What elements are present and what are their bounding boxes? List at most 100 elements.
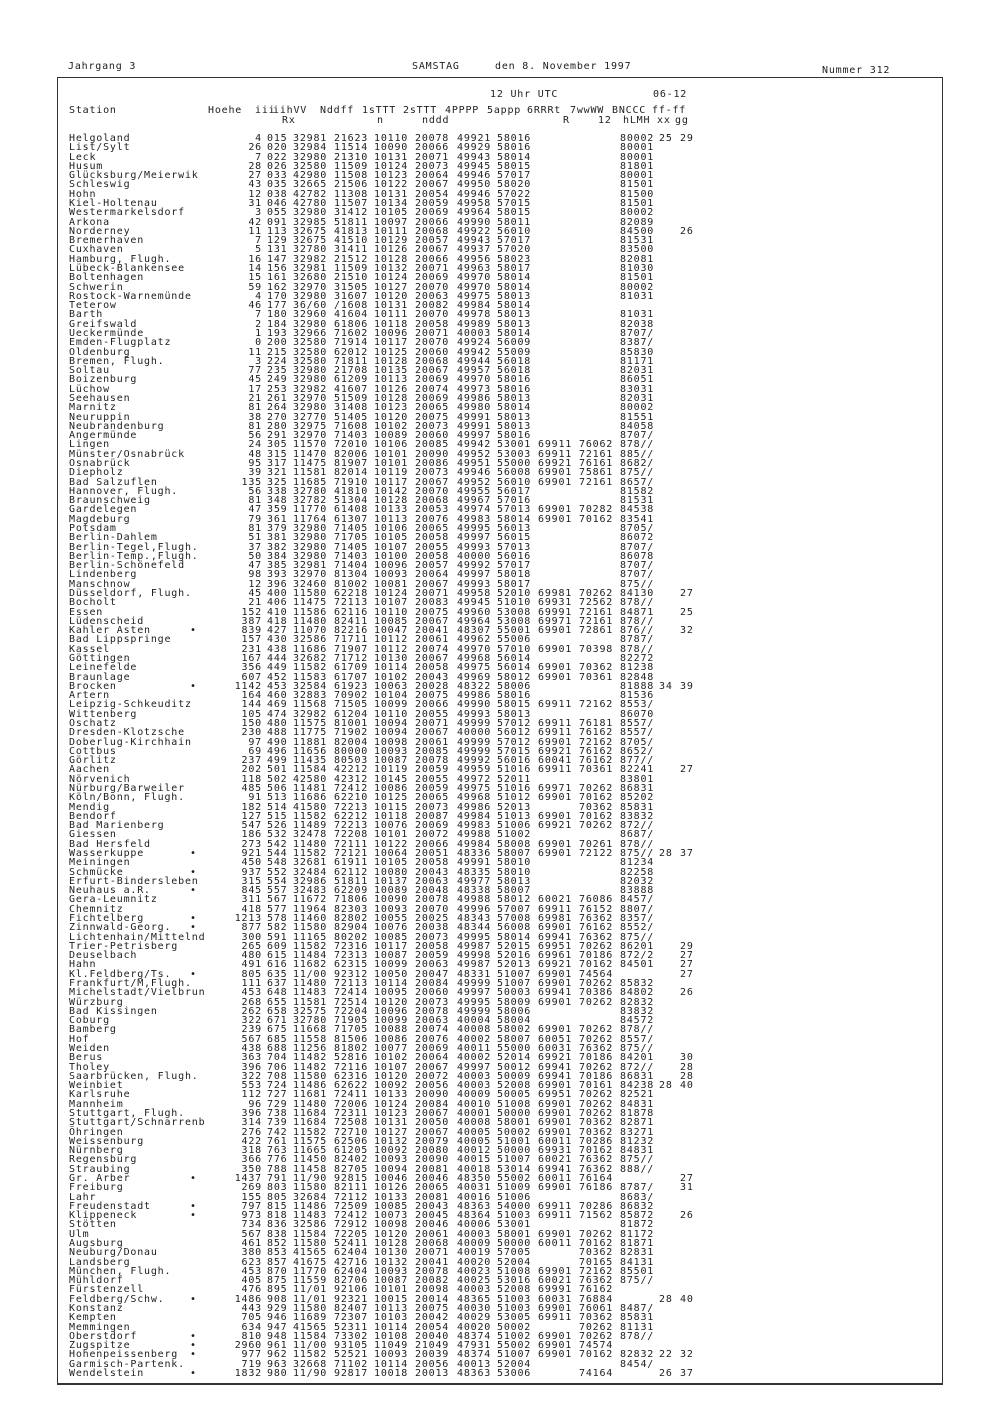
cell-station-name: Essen	[69, 606, 104, 618]
cell-iii: 224	[267, 355, 288, 367]
table-row: Weiden 438 688 11256 81802 10077 20069 40011 550…	[0, 1043, 1000, 1055]
cell-7wwww: 76162	[579, 1284, 614, 1296]
cell-station-name: Hohn	[69, 188, 97, 200]
cell-1sttt: 10119	[374, 467, 409, 479]
cell-iihvv: 11684	[293, 1117, 328, 1129]
cell-2sttt: 20065	[415, 402, 450, 414]
table-row: Bendorf 127 515 11582 62212 10118 20087 49984 51…	[0, 811, 1000, 821]
cell-1sttt: 10106	[374, 439, 409, 451]
table-row: Wendelstein • 1832 980 11/90 92817 10018 20013 4…	[0, 1368, 1000, 1378]
cell-5appp: 51007	[497, 1349, 532, 1361]
cell-iihvv: 32684	[293, 1191, 328, 1203]
cell-2sttt: 20069	[415, 1043, 450, 1055]
cell-station-name: Giessen	[69, 829, 117, 841]
cell-1sttt: 10015	[374, 1293, 409, 1305]
cell-8nccc: 84831	[620, 1145, 655, 1157]
cell-4pppp: 49999	[457, 736, 492, 748]
cell-hoehe: 21	[248, 597, 262, 609]
cell-1sttt: 10120	[374, 1228, 409, 1240]
cell-ff-gg: 25	[680, 606, 694, 618]
cell-5appp: 56014	[497, 662, 532, 674]
cell-2sttt: 20067	[415, 1126, 450, 1138]
cell-5appp: 58016	[497, 374, 532, 386]
cell-iii: 015	[267, 133, 288, 144]
cell-station-name: Berlin-Tegel,Flugh.	[69, 541, 199, 553]
cell-nddff: 11508	[334, 170, 369, 182]
cell-iii: 147	[267, 253, 288, 265]
cell-hoehe: 396	[241, 1061, 262, 1073]
cell-4pppp: 40018	[457, 1163, 492, 1175]
cell-1sttt: 10120	[374, 411, 409, 423]
cell-4pppp: 49990	[457, 699, 492, 711]
table-row: Soltau 77 235 32980 21708 10135 20067 49957 5601…	[0, 365, 1000, 375]
cell-2sttt: 21049	[415, 1340, 450, 1352]
cell-1sttt: 10055	[374, 913, 409, 925]
cell-2sttt: 20065	[415, 523, 450, 534]
cell-4pppp: 49975	[457, 783, 492, 795]
cell-hoehe: 300	[241, 931, 262, 943]
cell-hoehe: 28	[248, 160, 262, 172]
cell-5appp: 58016	[497, 142, 532, 154]
cell-iihvv: 32980	[293, 151, 328, 163]
cell-1sttt: 10107	[374, 541, 409, 553]
cell-iii: 253	[267, 383, 288, 395]
cell-6rrrt: 69901	[538, 1340, 573, 1352]
cell-iii: 655	[267, 996, 288, 1008]
cell-station-name: Braunlage	[69, 671, 131, 683]
cell-5appp: 58016	[497, 430, 532, 442]
column-subheader-iihvv: Rx	[282, 115, 296, 126]
cell-5appp: 52015	[497, 940, 532, 952]
cell-8nccc: 82089	[620, 216, 655, 228]
cell-nddff: 72311	[334, 1108, 369, 1120]
cell-8nccc: 875//	[620, 848, 655, 860]
cell-nddff: 62315	[334, 959, 369, 971]
cell-2sttt: 20025	[415, 913, 450, 925]
cell-station-name: Bad Hersfeld	[69, 838, 151, 850]
cell-station-name: Boizenburg	[69, 374, 138, 386]
cell-2sttt: 20050	[415, 1117, 450, 1129]
cell-nddff: 71404	[334, 560, 369, 572]
table-row: Schwerin 59 162 32970 31505 10127 20070 49970 58…	[0, 282, 1000, 292]
cell-iii: 609	[267, 940, 288, 952]
cell-station-name: Weinbiet	[69, 1080, 124, 1092]
cell-nddff: 82407	[334, 1303, 369, 1315]
cell-4pppp: 48343	[457, 913, 492, 925]
cell-7wwww: 70262	[579, 978, 614, 990]
cell-7wwww: 76362	[579, 1154, 614, 1166]
cell-iihvv: 32580	[293, 337, 328, 349]
cell-1sttt: 10086	[374, 783, 409, 795]
cell-8nccc: 8487/	[620, 1303, 655, 1315]
cell-1sttt: 10132	[374, 1256, 409, 1268]
cell-hoehe: 81	[248, 523, 262, 534]
cell-7wwww: 70162	[579, 513, 614, 525]
cell-5appp: 51007	[497, 978, 532, 990]
table-row: Brocken • 1142 453 32584 61923 10063 20028 48322…	[0, 681, 1000, 691]
cell-6rrrt: 69911	[538, 764, 573, 776]
cell-1sttt: 10123	[374, 1108, 409, 1120]
cell-6rrrt: 60031	[538, 1293, 573, 1305]
cell-2sttt: 20056	[415, 1080, 450, 1092]
table-row: Hohn 12 038 42782 11308 10131 20054 49946 57022 8…	[0, 188, 1000, 200]
cell-4pppp: 47931	[457, 1340, 492, 1352]
table-row: Köln/Bonn, Flugh. 91 513 11686 62210 10125 200…	[0, 793, 1000, 803]
cell-nddff: 72113	[334, 597, 369, 609]
cell-hoehe: 553	[241, 1080, 262, 1092]
cell-7wwww: 74564	[579, 968, 614, 980]
cell-7wwww: 70162	[579, 1145, 614, 1157]
cell-7wwww: 70386	[579, 987, 614, 999]
cell-iihvv: 11770	[293, 504, 328, 516]
cell-6rrrt: 69961	[538, 950, 573, 962]
cell-4pppp: 49997	[457, 532, 492, 544]
mountain-station-icon: •	[190, 866, 197, 878]
cell-5appp: 57012	[497, 736, 532, 748]
cell-1sttt: 10096	[374, 560, 409, 572]
cell-nddff: 72710	[334, 1126, 369, 1138]
gust-period: 06-12	[653, 89, 688, 100]
cell-2sttt: 20076	[415, 1033, 450, 1045]
cell-4pppp: 49951	[457, 458, 492, 469]
cell-nddff: 71608	[334, 420, 369, 432]
table-row: Kassel 231 438 11686 71907 10112 20074 49970 570…	[0, 644, 1000, 654]
cell-4pppp: 49964	[457, 207, 492, 219]
cell-hoehe: 12	[248, 578, 262, 590]
cell-iihvv: 41675	[293, 1256, 328, 1268]
